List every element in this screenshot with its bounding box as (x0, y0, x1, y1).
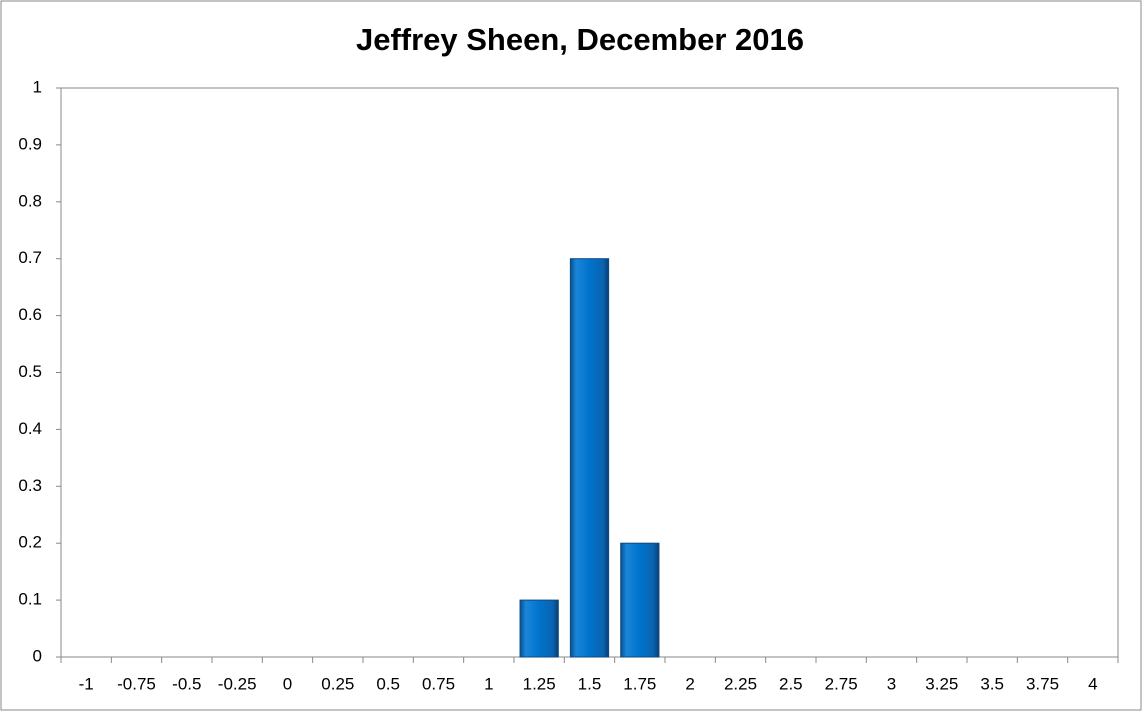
x-tick-label: 2 (685, 674, 694, 693)
y-tick-label: 0.9 (18, 134, 42, 153)
bar (620, 542, 660, 658)
y-tick-label: 0.2 (18, 533, 42, 552)
x-tick-label: 3 (887, 674, 896, 693)
x-tick-label: 1.5 (578, 674, 602, 693)
y-tick-label: 0.6 (18, 305, 42, 324)
x-tick-label: 0.25 (321, 674, 354, 693)
y-tick-label: 0.7 (18, 248, 42, 267)
x-tick-label: 4 (1088, 674, 1097, 693)
y-tick-label: 0.3 (18, 476, 42, 495)
y-tick-label: 1 (33, 77, 42, 96)
x-tick-label: 3.75 (1026, 674, 1059, 693)
y-tick-label: 0.4 (18, 419, 42, 438)
x-tick-label: 2.75 (825, 674, 858, 693)
x-tick-label: -1 (79, 674, 94, 693)
y-tick-label: 0 (33, 646, 42, 665)
x-tick-label: 2.25 (724, 674, 757, 693)
x-tick-label: -0.5 (172, 674, 201, 693)
x-tick-label: 3.5 (980, 674, 1004, 693)
y-tick-label: 0.1 (18, 590, 42, 609)
x-tick-label: 0.5 (376, 674, 400, 693)
chart-title: Jeffrey Sheen, December 2016 (356, 22, 804, 57)
y-tick-label: 0.8 (18, 191, 42, 210)
x-tick-label: -0.25 (218, 674, 257, 693)
x-tick-label: 1.25 (523, 674, 556, 693)
bar (519, 599, 559, 658)
bar (569, 258, 610, 658)
x-tick-label: 1.75 (623, 674, 656, 693)
x-tick-label: 0.75 (422, 674, 455, 693)
x-tick-label: 1 (484, 674, 493, 693)
x-tick-label: 3.25 (925, 674, 958, 693)
y-tick-label: 0.5 (18, 362, 42, 381)
x-tick-label: -0.75 (117, 674, 156, 693)
x-tick-label: 2.5 (779, 674, 803, 693)
x-tick-label: 0 (283, 674, 292, 693)
